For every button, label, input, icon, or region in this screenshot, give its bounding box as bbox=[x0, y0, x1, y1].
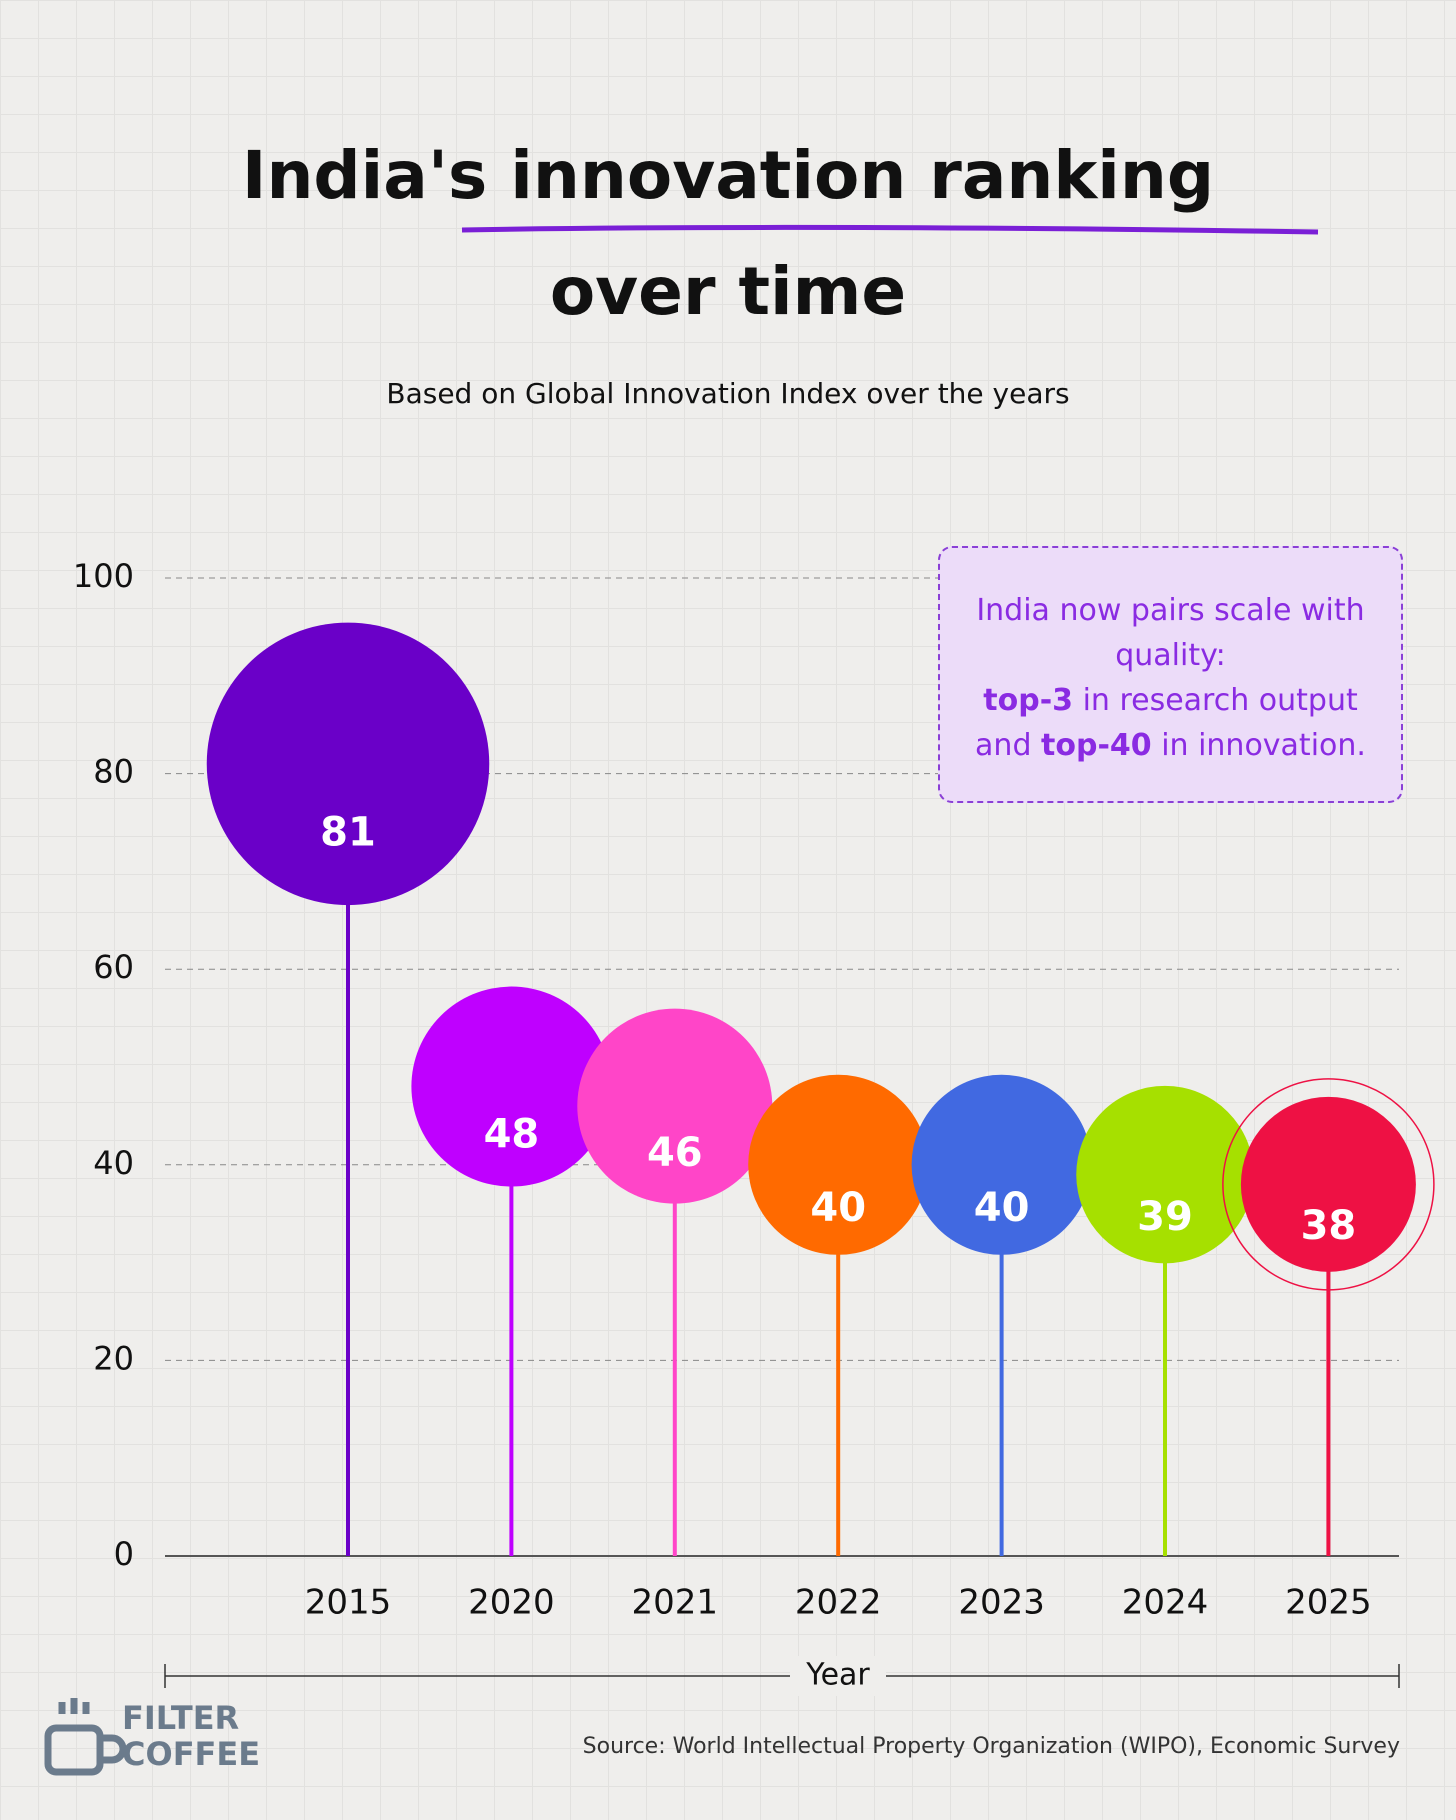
x-tick-label: 2021 bbox=[632, 1583, 719, 1623]
x-label-bg bbox=[790, 1656, 886, 1696]
balloon bbox=[911, 1074, 1092, 1255]
balloon bbox=[748, 1074, 929, 1255]
chart-title: over time bbox=[550, 253, 906, 330]
x-axis-label: Year bbox=[805, 1658, 870, 1693]
balloon bbox=[411, 986, 612, 1187]
annotation-text: in innovation. bbox=[1151, 728, 1366, 763]
balloon bbox=[206, 622, 490, 906]
annotation-highlight: top-40 bbox=[1041, 728, 1152, 763]
value-label: 40 bbox=[810, 1185, 866, 1231]
logo-text: COFFEE bbox=[122, 1735, 260, 1773]
x-tick-label: 2024 bbox=[1122, 1583, 1209, 1623]
annotation-box: India now pairs scale with quality: top-3… bbox=[938, 546, 1403, 803]
logo-icon bbox=[44, 1698, 127, 1776]
x-tick-label: 2025 bbox=[1285, 1583, 1372, 1623]
x-tick-label: 2023 bbox=[958, 1583, 1045, 1623]
x-tick-label: 2022 bbox=[795, 1583, 882, 1623]
value-label: 81 bbox=[320, 809, 376, 855]
chart-subtitle: Based on Global Innovation Index over th… bbox=[386, 377, 1069, 410]
chart-title: India's innovation ranking bbox=[242, 137, 1214, 214]
value-label: 46 bbox=[647, 1130, 703, 1176]
balloon bbox=[1076, 1085, 1254, 1264]
x-tick-label: 2020 bbox=[468, 1583, 555, 1623]
annotation-highlight: top-3 bbox=[983, 683, 1074, 718]
y-tick-label: 0 bbox=[114, 1535, 134, 1573]
balloon bbox=[1240, 1096, 1416, 1272]
value-label: 39 bbox=[1137, 1194, 1193, 1240]
annotation-text: India now pairs scale with quality: bbox=[976, 593, 1365, 673]
value-label: 40 bbox=[974, 1185, 1030, 1231]
y-tick-label: 20 bbox=[93, 1339, 134, 1377]
y-tick-label: 60 bbox=[93, 948, 134, 986]
y-tick-label: 40 bbox=[93, 1144, 134, 1182]
highlight-ring bbox=[1222, 1078, 1435, 1291]
value-label: 38 bbox=[1301, 1203, 1357, 1249]
balloon bbox=[577, 1008, 773, 1204]
x-tick-label: 2015 bbox=[305, 1583, 392, 1623]
y-tick-label: 100 bbox=[73, 557, 134, 595]
title-underline bbox=[461, 224, 1319, 235]
annotation-text: in research output and bbox=[975, 683, 1358, 763]
source: Source: World Intellectual Property Orga… bbox=[583, 1734, 1400, 1759]
y-tick-label: 80 bbox=[93, 753, 134, 791]
value-label: 48 bbox=[484, 1112, 540, 1158]
logo-text: FILTER bbox=[122, 1699, 239, 1737]
